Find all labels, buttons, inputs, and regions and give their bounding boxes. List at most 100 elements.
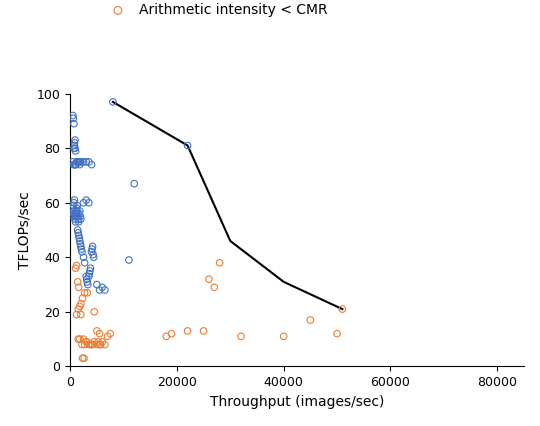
Arithmetic intensity >= CMR [71, 161, 79, 168]
Arithmetic intensity >= CMR [69, 112, 77, 119]
Arithmetic intensity >= CMR [70, 139, 79, 146]
Arithmetic intensity < CMR [87, 341, 96, 348]
Arithmetic intensity >= CMR [71, 213, 79, 220]
Arithmetic intensity >= CMR [125, 256, 133, 263]
Arithmetic intensity >= CMR [84, 281, 92, 288]
Arithmetic intensity >= CMR [85, 199, 93, 206]
Arithmetic intensity >= CMR [87, 161, 96, 168]
Arithmetic intensity >= CMR [69, 210, 78, 217]
Arithmetic intensity >= CMR [83, 279, 92, 285]
X-axis label: Throughput (images/sec): Throughput (images/sec) [210, 394, 384, 409]
Arithmetic intensity < CMR [96, 341, 105, 348]
Arithmetic intensity >= CMR [89, 243, 97, 250]
Arithmetic intensity >= CMR [79, 158, 88, 165]
Arithmetic intensity < CMR [77, 311, 85, 318]
Arithmetic intensity < CMR [77, 300, 85, 307]
Arithmetic intensity >= CMR [98, 284, 106, 291]
Arithmetic intensity >= CMR [73, 158, 82, 165]
Arithmetic intensity >= CMR [76, 213, 85, 220]
Arithmetic intensity >= CMR [95, 287, 104, 294]
Arithmetic intensity < CMR [72, 311, 81, 318]
Arithmetic intensity >= CMR [71, 219, 80, 225]
Arithmetic intensity < CMR [306, 317, 315, 323]
Arithmetic intensity < CMR [74, 336, 83, 343]
Arithmetic intensity < CMR [183, 328, 192, 334]
Arithmetic intensity >= CMR [73, 213, 82, 220]
Arithmetic intensity < CMR [98, 338, 106, 345]
Arithmetic intensity >= CMR [87, 248, 96, 255]
Arithmetic intensity < CMR [92, 328, 101, 334]
Arithmetic intensity >= CMR [85, 273, 93, 280]
Arithmetic intensity >= CMR [70, 120, 78, 127]
Arithmetic intensity >= CMR [92, 281, 101, 288]
Arithmetic intensity >= CMR [73, 207, 82, 214]
Arithmetic intensity >= CMR [89, 254, 98, 261]
Arithmetic intensity < CMR [210, 284, 219, 291]
Arithmetic intensity >= CMR [72, 210, 81, 217]
Arithmetic intensity >= CMR [76, 158, 85, 165]
Arithmetic intensity >= CMR [69, 115, 78, 122]
Arithmetic intensity >= CMR [75, 210, 84, 217]
Arithmetic intensity < CMR [338, 306, 347, 313]
Arithmetic intensity >= CMR [72, 161, 80, 168]
Arithmetic intensity >= CMR [70, 197, 79, 204]
Arithmetic intensity < CMR [199, 328, 208, 334]
Arithmetic intensity < CMR [78, 341, 86, 348]
Arithmetic intensity >= CMR [70, 207, 78, 214]
Arithmetic intensity >= CMR [69, 202, 78, 209]
Arithmetic intensity < CMR [80, 341, 89, 348]
Arithmetic intensity >= CMR [74, 229, 83, 236]
Arithmetic intensity >= CMR [76, 240, 85, 247]
Arithmetic intensity >= CMR [72, 213, 80, 220]
Arithmetic intensity >= CMR [71, 216, 79, 222]
Arithmetic intensity >= CMR [109, 98, 117, 105]
Arithmetic intensity < CMR [73, 279, 82, 285]
Arithmetic intensity >= CMR [80, 259, 89, 266]
Arithmetic intensity >= CMR [85, 158, 93, 165]
Arithmetic intensity >= CMR [69, 213, 77, 220]
Arithmetic intensity >= CMR [70, 161, 79, 168]
Arithmetic intensity < CMR [79, 336, 88, 343]
Arithmetic intensity < CMR [205, 276, 213, 282]
Arithmetic intensity >= CMR [76, 207, 84, 214]
Arithmetic intensity >= CMR [130, 180, 139, 187]
Arithmetic intensity >= CMR [73, 158, 82, 165]
Arithmetic intensity >= CMR [73, 227, 82, 233]
Arithmetic intensity >= CMR [76, 238, 84, 245]
Arithmetic intensity < CMR [89, 341, 97, 348]
Arithmetic intensity < CMR [83, 338, 91, 345]
Arithmetic intensity < CMR [333, 330, 341, 337]
Arithmetic intensity >= CMR [77, 243, 85, 250]
Arithmetic intensity < CMR [237, 333, 245, 340]
Arithmetic intensity < CMR [82, 338, 91, 345]
Arithmetic intensity >= CMR [69, 205, 77, 212]
Arithmetic intensity >= CMR [82, 273, 91, 280]
Arithmetic intensity >= CMR [70, 145, 78, 152]
Arithmetic intensity >= CMR [71, 137, 79, 144]
Arithmetic intensity < CMR [80, 355, 89, 362]
Arithmetic intensity >= CMR [77, 246, 86, 253]
Arithmetic intensity >= CMR [73, 202, 82, 209]
Arithmetic intensity >= CMR [100, 287, 109, 294]
Arithmetic intensity >= CMR [71, 161, 80, 168]
Arithmetic intensity < CMR [78, 295, 87, 302]
Arithmetic intensity >= CMR [75, 235, 84, 242]
Arithmetic intensity < CMR [95, 341, 104, 348]
Arithmetic intensity >= CMR [70, 142, 79, 149]
Arithmetic intensity >= CMR [89, 251, 97, 258]
Arithmetic intensity >= CMR [88, 246, 97, 253]
Arithmetic intensity < CMR [106, 330, 114, 337]
Arithmetic intensity >= CMR [70, 199, 78, 206]
Arithmetic intensity < CMR [75, 284, 83, 291]
Arithmetic intensity < CMR [103, 333, 112, 340]
Arithmetic intensity < CMR [92, 341, 101, 348]
Arithmetic intensity >= CMR [71, 147, 80, 154]
Arithmetic intensity >= CMR [76, 161, 84, 168]
Arithmetic intensity >= CMR [69, 161, 78, 168]
Arithmetic intensity < CMR [74, 306, 83, 313]
Arithmetic intensity < CMR [85, 341, 93, 348]
Arithmetic intensity >= CMR [85, 270, 94, 277]
Arithmetic intensity < CMR [279, 333, 288, 340]
Arithmetic intensity < CMR [215, 259, 224, 266]
Arithmetic intensity >= CMR [77, 216, 85, 222]
